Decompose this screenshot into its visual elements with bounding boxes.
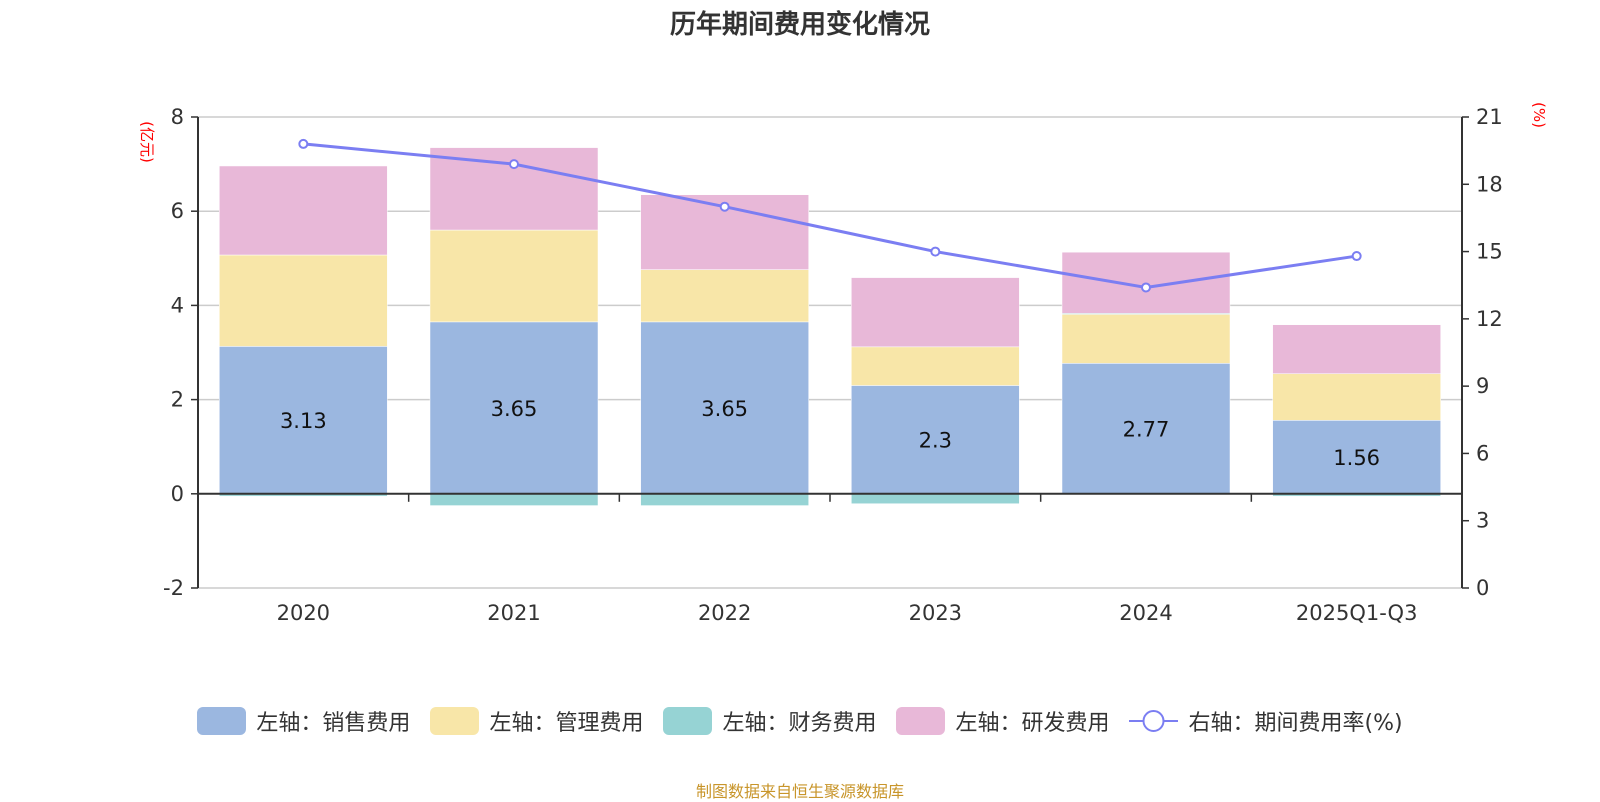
right-axis-tick-label: 15: [1476, 240, 1503, 264]
legend-color-swatch: [197, 707, 247, 735]
bar-segment: [851, 346, 1020, 386]
bar-segment: [640, 269, 809, 323]
left-axis-tick-label: 6: [171, 199, 184, 223]
legend-item[interactable]: 右轴：期间费用率(%): [1129, 705, 1403, 737]
right-axis-tick-label: 9: [1476, 374, 1489, 398]
bar-segment: [219, 346, 388, 495]
x-axis-tick-label: 2020: [277, 601, 330, 625]
bar-segment: [1272, 324, 1441, 374]
bar-segment: [851, 493, 1020, 504]
bar-segment: [1061, 363, 1231, 495]
bar-data-label: 1.56: [1333, 446, 1380, 470]
left-axis-unit: (亿元): [138, 121, 156, 163]
left-axis-tick-label: 4: [171, 293, 184, 317]
legend-item[interactable]: 左轴：财务费用: [663, 705, 876, 737]
left-axis-tick-label: 8: [171, 105, 184, 129]
legend-item[interactable]: 左轴：管理费用: [430, 705, 643, 737]
x-axis-tick-label: 2023: [909, 601, 962, 625]
rate-point: [930, 246, 941, 257]
bar-segment: [1272, 420, 1441, 495]
axes-layer: -2 0 2 4 6 8 0 3 6 9 12 15 18 21 (亿元) (%) 2020 2021 2022 20…: [138, 102, 1548, 625]
legend: 左轴：销售费用 左轴：管理费用 左轴：财务费用 左轴：研发费用 右轴：期间费用率(%): [0, 705, 1600, 737]
legend-item[interactable]: 左轴：研发费用: [896, 705, 1109, 737]
left-axis-tick-label: 0: [171, 482, 184, 506]
bar-segment: [219, 165, 388, 256]
bar-data-label: 2.77: [1123, 418, 1170, 442]
x-axis-tick-label: 2021: [487, 601, 540, 625]
bar-segment: [429, 321, 599, 495]
bar-segment: [1272, 373, 1441, 421]
rate-point: [719, 201, 730, 212]
bar-data-label: 3.65: [701, 397, 748, 421]
legend-color-swatch: [896, 707, 946, 735]
data-labels-layer: 3.13 3.65 3.65 2.3 2.77 1.56: [280, 397, 1380, 470]
chart-title: 历年期间费用变化情况: [669, 10, 930, 40]
right-axis-tick-label: 21: [1476, 105, 1503, 129]
legend-label: 左轴：财务费用: [722, 711, 877, 736]
bar-segment: [640, 493, 809, 506]
x-axis-tick-label: 2025Q1-Q3: [1296, 601, 1418, 625]
left-axis-tick-label: -2: [163, 576, 184, 600]
rate-point: [298, 138, 309, 149]
bar-data-label: 2.3: [919, 429, 952, 453]
bars-layer: [219, 147, 1441, 506]
line-marker-icon: [1129, 710, 1179, 732]
left-axis-tick-label: 2: [171, 388, 184, 412]
line-series-layer: [298, 138, 1362, 293]
right-axis-tick-label: 3: [1476, 509, 1489, 533]
x-axis-tick-label: 2022: [698, 601, 751, 625]
bar-segment: [851, 277, 1020, 348]
right-axis-tick-label: 6: [1476, 441, 1489, 465]
bar-segment: [640, 321, 809, 495]
bar-segment: [429, 229, 599, 323]
bar-segment: [219, 254, 388, 347]
chart-canvas: -2 0 2 4 6 8 0 3 6 9 12 15 18 21 (亿元) (%) 2020 2021 2022 20…: [138, 102, 1548, 625]
rate-point: [1141, 282, 1151, 293]
bar-segment: [1061, 313, 1231, 364]
grid-lines: [198, 116, 1462, 589]
x-axis-tick-label: 2024: [1119, 601, 1172, 625]
right-axis-tick-label: 18: [1476, 172, 1503, 196]
legend-label: 右轴：期间费用率(%): [1188, 711, 1403, 736]
legend-color-swatch: [663, 707, 713, 735]
legend-label: 左轴：管理费用: [489, 711, 644, 736]
bar-data-label: 3.65: [491, 397, 538, 421]
source-note: 制图数据来自恒生聚源数据库: [695, 782, 904, 801]
rate-line: [303, 142, 1357, 289]
right-axis-unit: (%): [1530, 102, 1548, 128]
right-axis-tick-label: 12: [1476, 307, 1503, 331]
legend-color-swatch: [430, 707, 480, 735]
rate-point: [1351, 251, 1362, 262]
legend-line-swatch: [1129, 707, 1179, 735]
legend-label: 左轴：销售费用: [256, 711, 411, 736]
legend-label: 左轴：研发费用: [955, 711, 1110, 736]
bar-segment: [429, 493, 599, 506]
legend-item[interactable]: 左轴：销售费用: [197, 705, 410, 737]
rate-point: [509, 159, 519, 170]
right-axis-tick-label: 0: [1476, 576, 1489, 600]
bar-data-label: 3.13: [280, 409, 327, 433]
bar-segment: [851, 385, 1020, 495]
